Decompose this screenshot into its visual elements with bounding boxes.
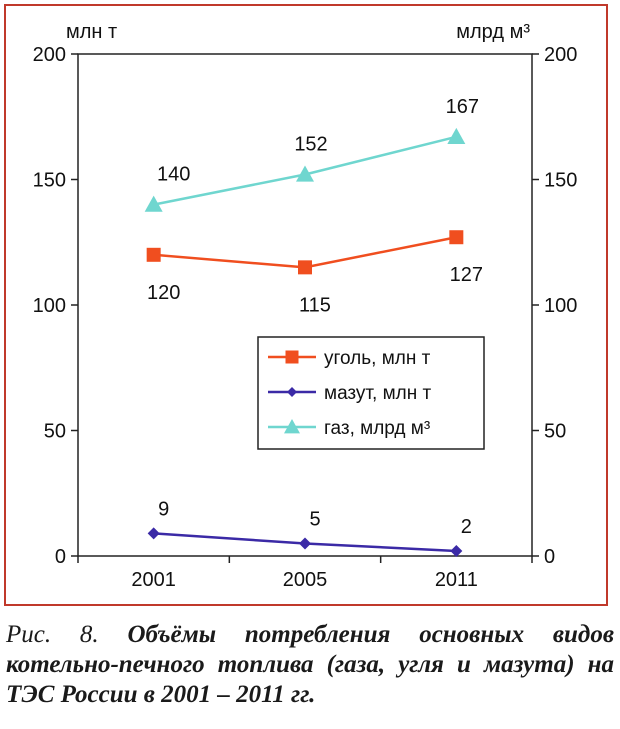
series-fuel-oil-data-label: 2: [461, 516, 472, 538]
legend-item-label: мазут, млн т: [324, 383, 431, 404]
y-right-tick-label: 150: [544, 170, 577, 192]
y-left-tick-label: 50: [44, 421, 66, 443]
x-tick-label: 2001: [131, 569, 176, 591]
series-gas-data-label: 140: [157, 164, 190, 186]
figure-caption: Рис. 8. Объёмы потребления основных видо…: [6, 620, 614, 710]
chart-frame: [4, 4, 608, 606]
legend-item-label: газ, млрд м³: [324, 418, 430, 439]
series-gas-point: [144, 195, 163, 212]
y-right-tick-label: 0: [544, 546, 555, 568]
series-fuel-oil-point: [299, 537, 311, 550]
series-gas-point: [296, 165, 314, 182]
series-gas-data-label: 152: [294, 133, 327, 155]
y-left-tick-label: 100: [33, 295, 66, 317]
legend-swatch-marker: [285, 350, 299, 364]
series-coal-data-label: 115: [299, 294, 331, 316]
y-right-axis-label: млрд м³: [456, 21, 530, 43]
series-fuel-oil-point: [450, 544, 463, 557]
y-left-tick-label: 150: [33, 170, 66, 192]
series-coal-data-label: 120: [147, 282, 180, 304]
series-coal-point: [449, 230, 464, 245]
y-left-axis-label: млн т: [66, 21, 117, 43]
caption-text: Объёмы потребления основных видов котель…: [6, 621, 614, 708]
x-tick-label: 2011: [435, 569, 478, 591]
series-coal-point: [298, 260, 312, 275]
x-tick-label: 2005: [283, 569, 328, 591]
series-fuel-oil-data-label: 9: [158, 498, 169, 520]
legend-swatch-marker: [284, 419, 300, 434]
y-left-tick-label: 200: [33, 44, 66, 66]
series-fuel-oil-point: [147, 527, 160, 540]
legend-item-label: уголь, млн т: [324, 348, 431, 369]
caption-lead: Рис. 8.: [6, 621, 99, 648]
y-left-tick-label: 0: [55, 546, 66, 568]
series-fuel-oil-data-label: 5: [309, 508, 320, 530]
series-coal-point: [146, 247, 161, 262]
series-gas-point: [447, 127, 466, 145]
series-gas-data-label: 167: [446, 96, 479, 118]
y-right-tick-label: 100: [544, 295, 577, 317]
series-coal-data-label: 127: [450, 264, 483, 286]
legend-swatch-marker: [287, 387, 297, 397]
y-right-tick-label: 200: [544, 44, 577, 66]
y-right-tick-label: 50: [544, 421, 566, 443]
